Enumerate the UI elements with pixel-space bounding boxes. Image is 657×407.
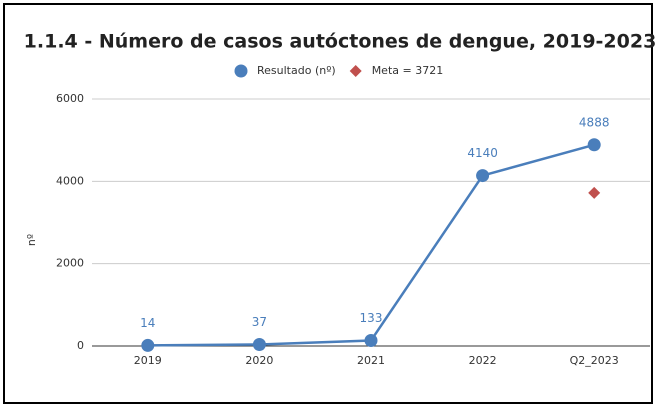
x-tick-label: 2022 [469,354,497,367]
y-axis-label: nº [25,234,38,246]
point-marker [476,169,490,183]
legend-marker [349,65,362,77]
data-label: 4888 [579,115,610,129]
data-label: 37 [252,315,267,329]
y-tick-label: 2000 [56,257,84,270]
x-tick-label: 2021 [357,354,385,367]
legend-marker [234,64,248,78]
data-label: 133 [360,311,383,325]
legend-label: Resultado (nº) [257,64,336,77]
data-label: 4140 [467,146,498,160]
point-marker [364,334,378,348]
y-tick-label: 0 [77,339,84,352]
point-marker [588,186,601,199]
point-marker [587,138,601,152]
legend-label: Meta = 3721 [372,64,444,77]
y-tick-label: 4000 [56,174,84,187]
x-tick-label: Q2_2023 [570,354,619,367]
data-label: 14 [140,316,155,330]
point-marker [141,338,155,352]
x-tick-label: 2019 [134,354,162,367]
point-marker [252,337,266,351]
chart-frame [3,3,653,404]
x-tick-label: 2020 [245,354,273,367]
y-tick-label: 6000 [56,92,84,105]
chart-title: 1.1.4 - Número de casos autóctones de de… [24,31,657,53]
